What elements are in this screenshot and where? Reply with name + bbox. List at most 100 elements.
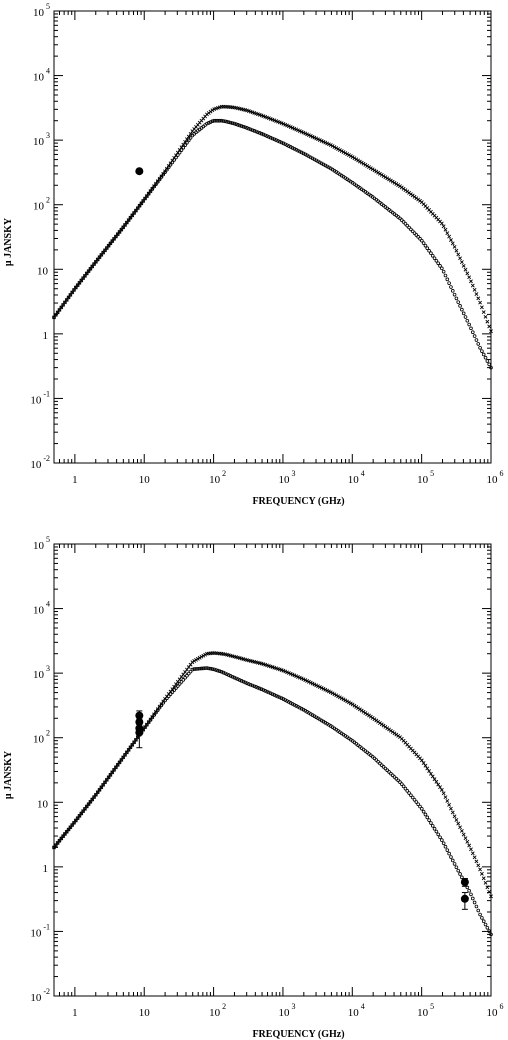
circle-marker (430, 253, 435, 258)
cross-marker (445, 799, 450, 803)
x-tick-label: 10 2 (209, 1002, 226, 1019)
circle-marker (170, 690, 175, 694)
circle-marker (128, 745, 133, 750)
circle-marker (55, 310, 60, 315)
circle-marker (174, 686, 178, 690)
circle-marker (126, 748, 131, 752)
circle-marker (478, 345, 482, 350)
circle-marker (427, 818, 431, 822)
circle-marker (481, 919, 486, 924)
circle-marker (465, 318, 470, 323)
circle-marker (205, 121, 209, 126)
cross-marker (443, 795, 448, 800)
cross-marker (185, 137, 189, 142)
circle-marker (186, 671, 191, 676)
circle-marker (487, 929, 491, 933)
cross-marker (479, 871, 484, 876)
observed-point (135, 167, 144, 176)
circle-marker (183, 675, 187, 680)
circle-marker (461, 311, 466, 316)
y-tick-label: 1 (43, 330, 49, 342)
cross-marker (337, 148, 342, 152)
cross-marker (463, 836, 468, 841)
circle-marker (95, 790, 100, 795)
cross-marker (483, 314, 488, 319)
circle-marker (469, 326, 473, 331)
y-tick-label: 10 5 (33, 535, 50, 552)
circle-marker (92, 795, 96, 799)
cross-marker (472, 287, 477, 292)
cross-marker (438, 785, 442, 790)
circle-marker (166, 165, 171, 170)
circle-marker (72, 288, 76, 292)
circle-marker (103, 248, 107, 253)
circle-marker (199, 666, 204, 671)
cross-marker (336, 694, 340, 699)
circle-marker (288, 145, 293, 149)
circle-marker (223, 119, 227, 124)
circle-marker (150, 187, 155, 191)
circle-marker (421, 241, 426, 245)
circle-marker (217, 669, 222, 673)
cross-marker (478, 300, 482, 305)
circle-marker (217, 118, 222, 123)
cross-marker (445, 231, 450, 236)
circle-marker (212, 667, 217, 672)
x-tick-label: 10 6 (487, 1002, 504, 1019)
cross-marker (478, 867, 482, 872)
circle-marker (234, 676, 238, 681)
circle-marker (267, 135, 271, 139)
circle-marker (449, 855, 453, 859)
circle-marker (177, 150, 182, 155)
circle-marker (126, 218, 131, 222)
cross-marker (487, 324, 492, 329)
circle-marker (206, 666, 211, 671)
circle-marker (441, 841, 446, 846)
circle-marker (248, 682, 253, 687)
circle-marker (274, 693, 278, 698)
cross-marker (461, 832, 466, 837)
cross-marker (374, 169, 379, 174)
circle-marker (146, 720, 151, 725)
circle-marker (420, 806, 424, 811)
circle-marker (416, 802, 420, 807)
circle-marker (290, 146, 295, 150)
circle-marker (287, 144, 291, 148)
circle-marker (294, 147, 298, 152)
circle-marker (254, 685, 258, 689)
circle-marker (210, 119, 215, 124)
circle-marker (485, 925, 490, 930)
circle-marker (155, 708, 160, 712)
circle-marker (159, 703, 164, 708)
cross-marker (396, 183, 401, 187)
circle-marker (420, 238, 424, 243)
circle-marker (403, 786, 408, 791)
observed-marker (135, 718, 144, 727)
circle-marker (216, 668, 220, 673)
circle-marker (146, 191, 151, 196)
circle-marker (452, 292, 457, 297)
circle-marker (436, 261, 440, 266)
circle-marker (130, 213, 135, 218)
cross-marker (454, 818, 459, 822)
cross-marker (461, 263, 466, 268)
cross-marker (425, 766, 430, 771)
circle-marker (123, 223, 127, 227)
circle-marker (458, 304, 462, 308)
cross-marker (419, 758, 424, 763)
circle-marker (421, 809, 426, 814)
circle-marker (456, 300, 461, 304)
cross-marker (458, 256, 462, 261)
cross-marker (365, 164, 370, 168)
x-tick-label: 10 4 (348, 469, 365, 486)
circle-marker (425, 246, 430, 250)
circle-marker (172, 688, 176, 692)
cross-marker (469, 847, 473, 852)
y-axis-title: μ JANSKY (3, 750, 14, 799)
circle-marker (243, 125, 247, 130)
observed-marker (135, 167, 144, 176)
cross-marker (459, 828, 464, 833)
circle-marker (150, 715, 155, 720)
cross-marker (481, 310, 486, 315)
cross-marker (368, 166, 373, 171)
